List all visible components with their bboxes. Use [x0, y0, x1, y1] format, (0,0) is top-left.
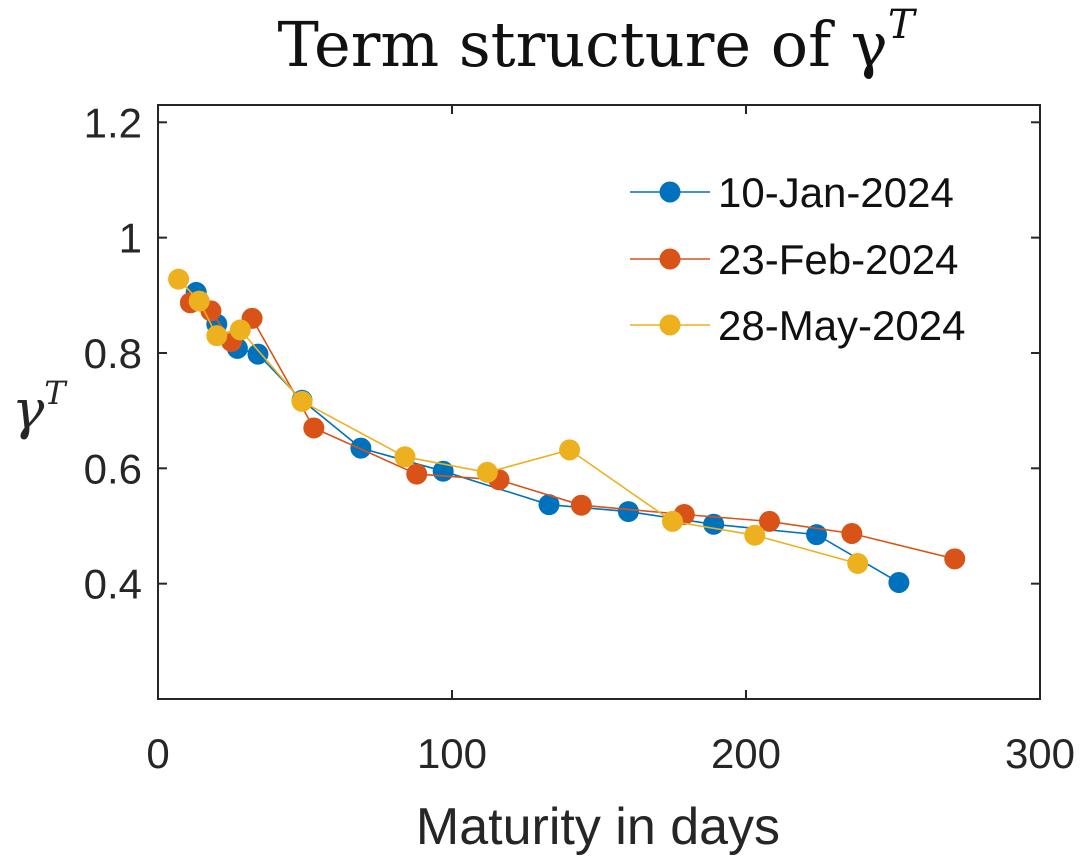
data-point	[350, 437, 372, 459]
data-point	[247, 343, 269, 365]
legend-label: 28-May-2024	[718, 302, 965, 349]
data-point	[303, 417, 325, 439]
data-point	[476, 461, 498, 483]
data-point	[662, 510, 683, 532]
chart-title-superscript: T	[888, 2, 918, 48]
legend-label: 23-Feb-2024	[718, 236, 959, 283]
data-point	[229, 319, 251, 341]
x-axis-label: Maturity in days	[416, 798, 780, 856]
y-tick-label: 1	[119, 215, 142, 262]
chart-title: Term structure of γT	[278, 2, 918, 81]
legend: 10-Jan-2024 23-Feb-2024 28-May-2024	[630, 169, 965, 349]
data-point	[206, 325, 228, 347]
y-axis-label-text: γ	[12, 378, 45, 441]
x-tick-label: 100	[417, 730, 487, 777]
svg-text:γT: γT	[12, 374, 68, 441]
y-tick-label: 0.8	[84, 330, 142, 377]
y-axis-label: γT	[12, 374, 68, 441]
x-tick-label: 200	[711, 730, 781, 777]
data-point	[841, 522, 863, 544]
data-point	[406, 463, 428, 485]
data-point	[759, 510, 781, 532]
data-point	[617, 501, 639, 523]
series-3	[168, 268, 869, 574]
plot-area-frame	[157, 104, 1041, 700]
y-tick-label: 1.2	[84, 99, 142, 146]
data-point	[394, 446, 416, 468]
data-point	[888, 572, 910, 594]
data-point	[168, 268, 190, 290]
x-tick-label: 0	[146, 730, 169, 777]
legend-marker	[659, 314, 681, 336]
svg-text:Term structure of γT: Term structure of γT	[278, 2, 918, 81]
y-tick-label: 0.6	[84, 445, 142, 492]
x-axis-ticks: 0 100 200 300	[146, 105, 1075, 777]
data-point	[538, 494, 560, 516]
data-point	[847, 552, 869, 574]
chart-title-text: Term structure of γ	[278, 8, 888, 81]
y-tick-label: 0.4	[84, 561, 142, 608]
legend-marker	[659, 248, 681, 270]
series-2	[179, 292, 966, 570]
data-point	[944, 548, 966, 570]
data-point	[188, 290, 210, 312]
y-axis-label-superscript: T	[44, 374, 68, 412]
legend-marker	[659, 181, 681, 203]
data-point	[291, 390, 313, 412]
data-point	[744, 524, 766, 546]
y-axis-ticks: 0.4 0.6 0.8 1 1.2	[84, 99, 1040, 608]
legend-label: 10-Jan-2024	[718, 169, 954, 216]
data-point	[570, 494, 592, 516]
data-point	[559, 439, 581, 461]
series-layer	[168, 268, 966, 594]
x-tick-label: 300	[1005, 730, 1075, 777]
